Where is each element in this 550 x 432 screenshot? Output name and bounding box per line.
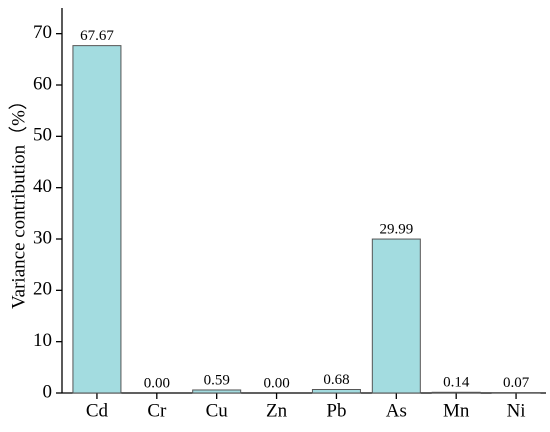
y-axis-label: Variance contribution（%） (7, 91, 29, 309)
value-label: 0.68 (323, 372, 349, 388)
value-label: 0.07 (503, 375, 530, 391)
x-tick-label: Pb (326, 400, 346, 421)
x-tick-label: Cr (147, 400, 167, 421)
y-tick-label: 0 (43, 381, 53, 402)
y-tick-label: 20 (33, 279, 52, 300)
y-tick-label: 50 (33, 125, 52, 146)
value-label: 0.59 (204, 372, 230, 388)
x-tick-label: Ni (507, 400, 526, 421)
bar (371, 238, 421, 394)
value-label: 0.14 (443, 375, 470, 391)
bar (72, 45, 122, 394)
value-label: 67.67 (80, 28, 114, 44)
y-tick-label: 70 (33, 22, 52, 43)
x-tick-label: Cu (206, 400, 229, 421)
x-tick-label: Mn (443, 400, 470, 421)
y-tick-label: 60 (33, 73, 52, 94)
y-tick-label: 40 (33, 176, 52, 197)
y-tick-label: 10 (33, 330, 52, 351)
y-tick-label: 30 (33, 227, 52, 248)
x-tick-label: Zn (266, 400, 288, 421)
bar (192, 389, 242, 394)
x-tick-label: Cd (86, 400, 109, 421)
value-label: 0.00 (144, 375, 170, 391)
value-label: 0.00 (263, 375, 289, 391)
bar (311, 389, 361, 394)
bar (431, 391, 481, 394)
x-tick-label: As (386, 400, 407, 421)
value-label: 29.99 (379, 221, 413, 237)
